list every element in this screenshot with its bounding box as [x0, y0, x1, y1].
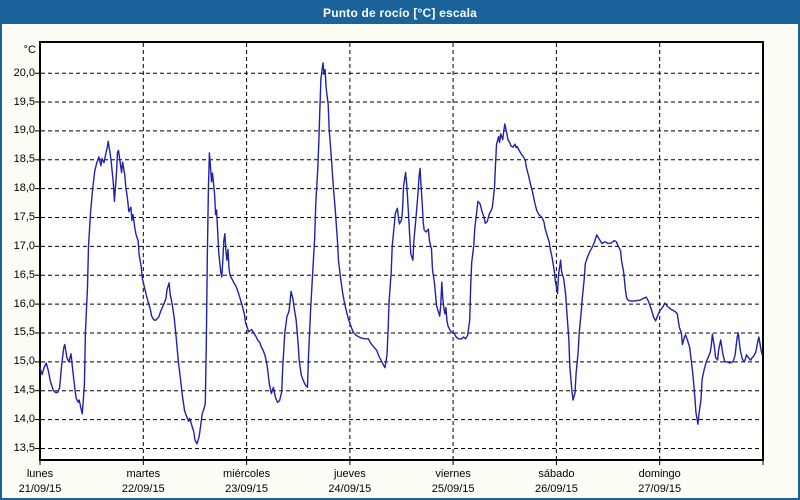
x-day-name-label: miércoles	[223, 468, 271, 480]
y-tick-label: 19,5	[13, 95, 35, 108]
y-tick-label: 17,5	[13, 211, 35, 223]
y-tick-label: 14,5	[13, 384, 35, 397]
x-date-label: 22/09/15	[121, 483, 165, 495]
y-tick-label: 18,5	[13, 153, 35, 166]
x-date-label: 23/09/15	[225, 483, 268, 495]
y-tick-label: 15,0	[13, 355, 35, 368]
dewpoint-line-chart	[35, 41, 764, 465]
y-tick-label: 13,5	[13, 441, 35, 454]
y-tick-label: 18,0	[13, 182, 35, 195]
x-day-name-label: domingo	[638, 468, 681, 480]
x-day-name-label: lunes	[26, 468, 54, 480]
x-date-label: 24/09/15	[328, 483, 372, 495]
x-date-label: 21/09/15	[18, 483, 62, 495]
x-day-name-label: viernes	[435, 468, 471, 480]
y-tick-label: 14,0	[13, 413, 35, 426]
y-axis-unit-label: °C	[23, 44, 36, 56]
y-tick-label: 20,0	[13, 66, 35, 79]
y-tick-label: 19,0	[13, 124, 35, 137]
plot-background	[40, 42, 763, 460]
y-tick-label: 17,0	[13, 239, 35, 252]
x-date-label: 25/09/15	[431, 483, 475, 495]
y-tick-label: 16,0	[13, 297, 35, 310]
chart-title: Punto de rocío [°C] escala	[322, 6, 478, 20]
x-date-label: 27/09/15	[638, 483, 682, 495]
plot-border	[39, 41, 764, 461]
x-day-name-label: sábado	[538, 468, 575, 480]
y-tick-label: 16,5	[13, 268, 35, 281]
x-day-name-label: martes	[126, 468, 161, 480]
x-date-label: 26/09/15	[535, 483, 578, 495]
y-tick-label: 15,5	[13, 326, 35, 339]
chart-area: 20,0 19,5 19,0 18,5 18,0 17,5 17,0 16,5 16,0 15,5…	[2, 24, 798, 498]
dewpoint-series-line	[39, 62, 763, 445]
x-day-name-label: jueves	[333, 468, 366, 480]
title-bar: Punto de rocío [°C] escala	[2, 2, 798, 24]
